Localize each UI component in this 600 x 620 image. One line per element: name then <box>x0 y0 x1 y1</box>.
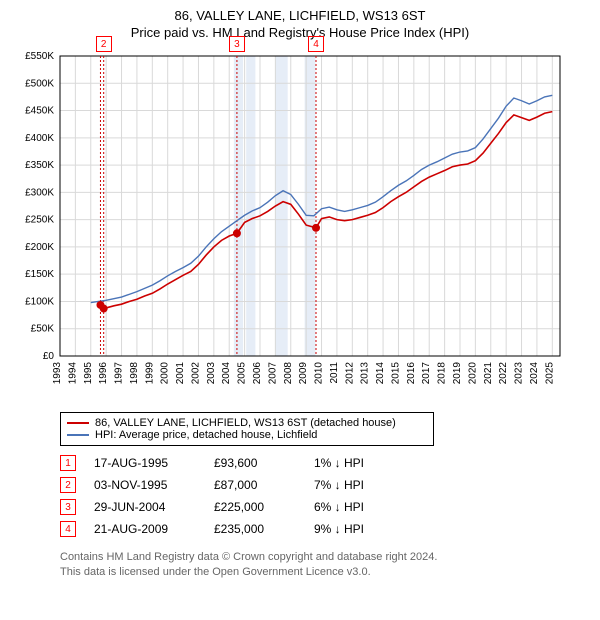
sale-date: 17-AUG-1995 <box>94 456 214 470</box>
sale-price: £235,000 <box>214 522 314 536</box>
sale-marker-label: 3 <box>229 36 245 52</box>
sale-diff: 1% ↓ HPI <box>314 456 424 470</box>
svg-text:2003: 2003 <box>206 362 217 385</box>
price-chart: £0 £50K £100K £150K £200K £250K £300K £350K £400… <box>10 46 590 406</box>
svg-text:2021: 2021 <box>483 362 494 385</box>
svg-text:£500K: £500K <box>25 78 54 89</box>
svg-text:1998: 1998 <box>129 362 140 385</box>
svg-text:2009: 2009 <box>298 362 309 385</box>
svg-text:2001: 2001 <box>175 362 186 385</box>
svg-text:2012: 2012 <box>344 362 355 385</box>
sale-diff: 7% ↓ HPI <box>314 478 424 492</box>
sale-row: 1 17-AUG-1995£93,6001% ↓ HPI <box>60 452 590 474</box>
svg-text:£100K: £100K <box>25 296 54 307</box>
sale-number-badge: 1 <box>60 455 76 471</box>
svg-text:1999: 1999 <box>144 362 155 385</box>
chart-svg: £0 £50K £100K £150K £200K £250K £300K £350K £400… <box>10 46 570 406</box>
sales-table: 117-AUG-1995£93,6001% ↓ HPI203-NOV-1995£… <box>60 452 590 540</box>
svg-text:2010: 2010 <box>314 362 325 385</box>
svg-text:2013: 2013 <box>360 362 371 385</box>
svg-text:2022: 2022 <box>498 362 509 385</box>
sale-marker-label: 2 <box>96 36 112 52</box>
svg-text:2015: 2015 <box>390 362 401 385</box>
sale-row: 3 29-JUN-2004£225,0006% ↓ HPI <box>60 496 590 518</box>
svg-text:2016: 2016 <box>406 362 417 385</box>
svg-text:£550K: £550K <box>25 51 54 62</box>
chart-title-line1: 86, VALLEY LANE, LICHFIELD, WS13 6ST <box>10 8 590 23</box>
svg-text:2005: 2005 <box>237 362 248 385</box>
sale-row: 4 21-AUG-2009£235,0009% ↓ HPI <box>60 518 590 540</box>
sale-marker-badge: 3 <box>229 36 245 52</box>
svg-text:£0: £0 <box>43 351 55 362</box>
svg-text:2002: 2002 <box>190 362 201 385</box>
svg-text:2008: 2008 <box>283 362 294 385</box>
footnote: Contains HM Land Registry data © Crown c… <box>60 550 590 580</box>
footnote-line2: This data is licensed under the Open Gov… <box>60 565 590 580</box>
svg-text:£200K: £200K <box>25 242 54 253</box>
sale-row: 2 03-NOV-1995£87,0007% ↓ HPI <box>60 474 590 496</box>
sale-date: 21-AUG-2009 <box>94 522 214 536</box>
sale-marker-label: 4 <box>308 36 324 52</box>
svg-text:2019: 2019 <box>452 362 463 385</box>
svg-text:2018: 2018 <box>437 362 448 385</box>
legend-swatch <box>67 434 89 436</box>
sale-price: £87,000 <box>214 478 314 492</box>
legend-swatch <box>67 422 89 424</box>
svg-text:2006: 2006 <box>252 362 263 385</box>
svg-text:2023: 2023 <box>514 362 525 385</box>
svg-text:1993: 1993 <box>52 362 63 385</box>
sale-date: 29-JUN-2004 <box>94 500 214 514</box>
svg-text:2004: 2004 <box>221 362 232 385</box>
svg-text:2011: 2011 <box>329 362 340 384</box>
svg-text:2017: 2017 <box>421 362 432 385</box>
svg-text:£300K: £300K <box>25 187 54 198</box>
svg-text:2000: 2000 <box>160 362 171 385</box>
svg-text:£450K: £450K <box>25 106 54 117</box>
svg-text:£350K: £350K <box>25 160 54 171</box>
legend-row: HPI: Average price, detached house, Lich… <box>67 429 427 441</box>
svg-text:£400K: £400K <box>25 133 54 144</box>
sale-diff: 6% ↓ HPI <box>314 500 424 514</box>
svg-text:1996: 1996 <box>98 362 109 385</box>
sale-number-badge: 2 <box>60 477 76 493</box>
legend: 86, VALLEY LANE, LICHFIELD, WS13 6ST (de… <box>60 412 434 446</box>
svg-text:2007: 2007 <box>267 362 278 385</box>
svg-text:2020: 2020 <box>467 362 478 385</box>
sale-date: 03-NOV-1995 <box>94 478 214 492</box>
svg-text:£50K: £50K <box>31 324 55 335</box>
legend-label: HPI: Average price, detached house, Lich… <box>95 429 317 441</box>
legend-row: 86, VALLEY LANE, LICHFIELD, WS13 6ST (de… <box>67 417 427 429</box>
sale-diff: 9% ↓ HPI <box>314 522 424 536</box>
sale-marker-badge: 2 <box>96 36 112 52</box>
svg-text:£250K: £250K <box>25 215 54 226</box>
svg-text:£150K: £150K <box>25 269 54 280</box>
sale-marker-badge: 4 <box>308 36 324 52</box>
sale-number-badge: 3 <box>60 499 76 515</box>
sale-number-badge: 4 <box>60 521 76 537</box>
svg-text:1997: 1997 <box>114 362 125 385</box>
svg-text:2014: 2014 <box>375 362 386 385</box>
legend-label: 86, VALLEY LANE, LICHFIELD, WS13 6ST (de… <box>95 417 396 429</box>
sale-price: £225,000 <box>214 500 314 514</box>
sale-price: £93,600 <box>214 456 314 470</box>
svg-text:1995: 1995 <box>83 362 94 385</box>
footnote-line1: Contains HM Land Registry data © Crown c… <box>60 550 590 565</box>
svg-text:2024: 2024 <box>529 362 540 385</box>
svg-text:1994: 1994 <box>67 362 78 385</box>
svg-text:2025: 2025 <box>544 362 555 385</box>
